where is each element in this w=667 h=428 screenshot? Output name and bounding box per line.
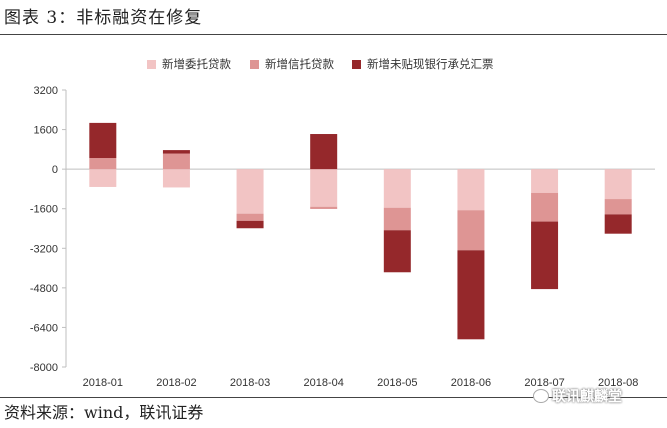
bar-segment-trust [89,158,117,170]
y-tick-label: -1600 [30,204,58,216]
legend: 新增委托贷款 新增信托贷款 新增未贴现银行承兑汇票 [0,54,667,74]
legend-item-undiscounted-bills: 新增未贴现银行承兑汇票 [352,54,494,74]
watermark: 联讯麒麟堂 [533,385,622,407]
bar-segment-bills [604,214,632,234]
bar-segment-trust [604,199,632,215]
y-tick-label: -4800 [30,283,58,295]
bar-segment-trust [310,206,338,209]
legend-swatch [352,59,361,69]
legend-label: 新增信托贷款 [265,57,334,71]
top-rule [0,34,667,35]
bar-segment-trust [162,153,190,170]
bar-segment-bills [383,230,411,273]
x-tick-label: 2018-07 [524,377,564,389]
bar-segment-bills [457,250,485,340]
bar-segment-trust [457,210,485,251]
bar-segment-bills [236,220,264,229]
y-tick-label: 0 [52,164,58,176]
legend-swatch [147,59,156,69]
bar-segment-entrusted [89,169,117,187]
legend-swatch [250,59,259,69]
source-text: wind，联讯证券 [84,403,204,422]
bar-segment-bills [89,122,117,159]
bar-segment-entrusted [162,169,190,188]
bar-segment-bills [310,134,338,170]
watermark-text: 联讯麒麟堂 [552,389,622,405]
y-tick-label: 1600 [34,125,58,137]
bottom-rule [0,397,667,398]
bar-segment-entrusted [457,169,485,211]
y-tick-label: -3200 [30,243,58,255]
y-tick-label: 3200 [34,85,58,97]
source-label: 资料来源： [4,403,85,422]
x-tick-label: 2018-04 [304,377,344,389]
x-tick-label: 2018-05 [377,377,417,389]
bar-segment-entrusted [531,169,559,193]
y-tick-label: -6400 [30,322,58,334]
legend-item-trust-loans: 新增信托贷款 [250,54,334,74]
bar-segment-bills [531,221,559,290]
bar-segment-entrusted [604,169,632,200]
x-tick-label: 2018-01 [83,377,123,389]
chat-bubble-icon [533,389,549,403]
y-tick-label: -8000 [30,362,58,374]
bar-segment-entrusted [383,169,411,208]
source-note: 资料来源：wind，联讯证券 [4,400,203,426]
x-tick-label: 2018-08 [598,377,638,389]
bar-segment-entrusted [236,169,264,214]
legend-label: 新增未贴现银行承兑汇票 [367,57,494,71]
x-tick-label: 2018-06 [451,377,491,389]
bar-segment-trust [531,192,559,222]
x-tick-label: 2018-02 [156,377,196,389]
figure-title: 图表 3：非标融资在修复 [4,8,203,28]
legend-item-entrusted-loans: 新增委托贷款 [147,54,231,74]
bar-segment-entrusted [310,169,338,207]
bar-segment-bills [162,150,190,154]
bar-segment-trust [236,213,264,221]
x-tick-label: 2018-03 [230,377,270,389]
legend-label: 新增委托贷款 [162,57,231,71]
bar-segment-trust [383,207,411,231]
